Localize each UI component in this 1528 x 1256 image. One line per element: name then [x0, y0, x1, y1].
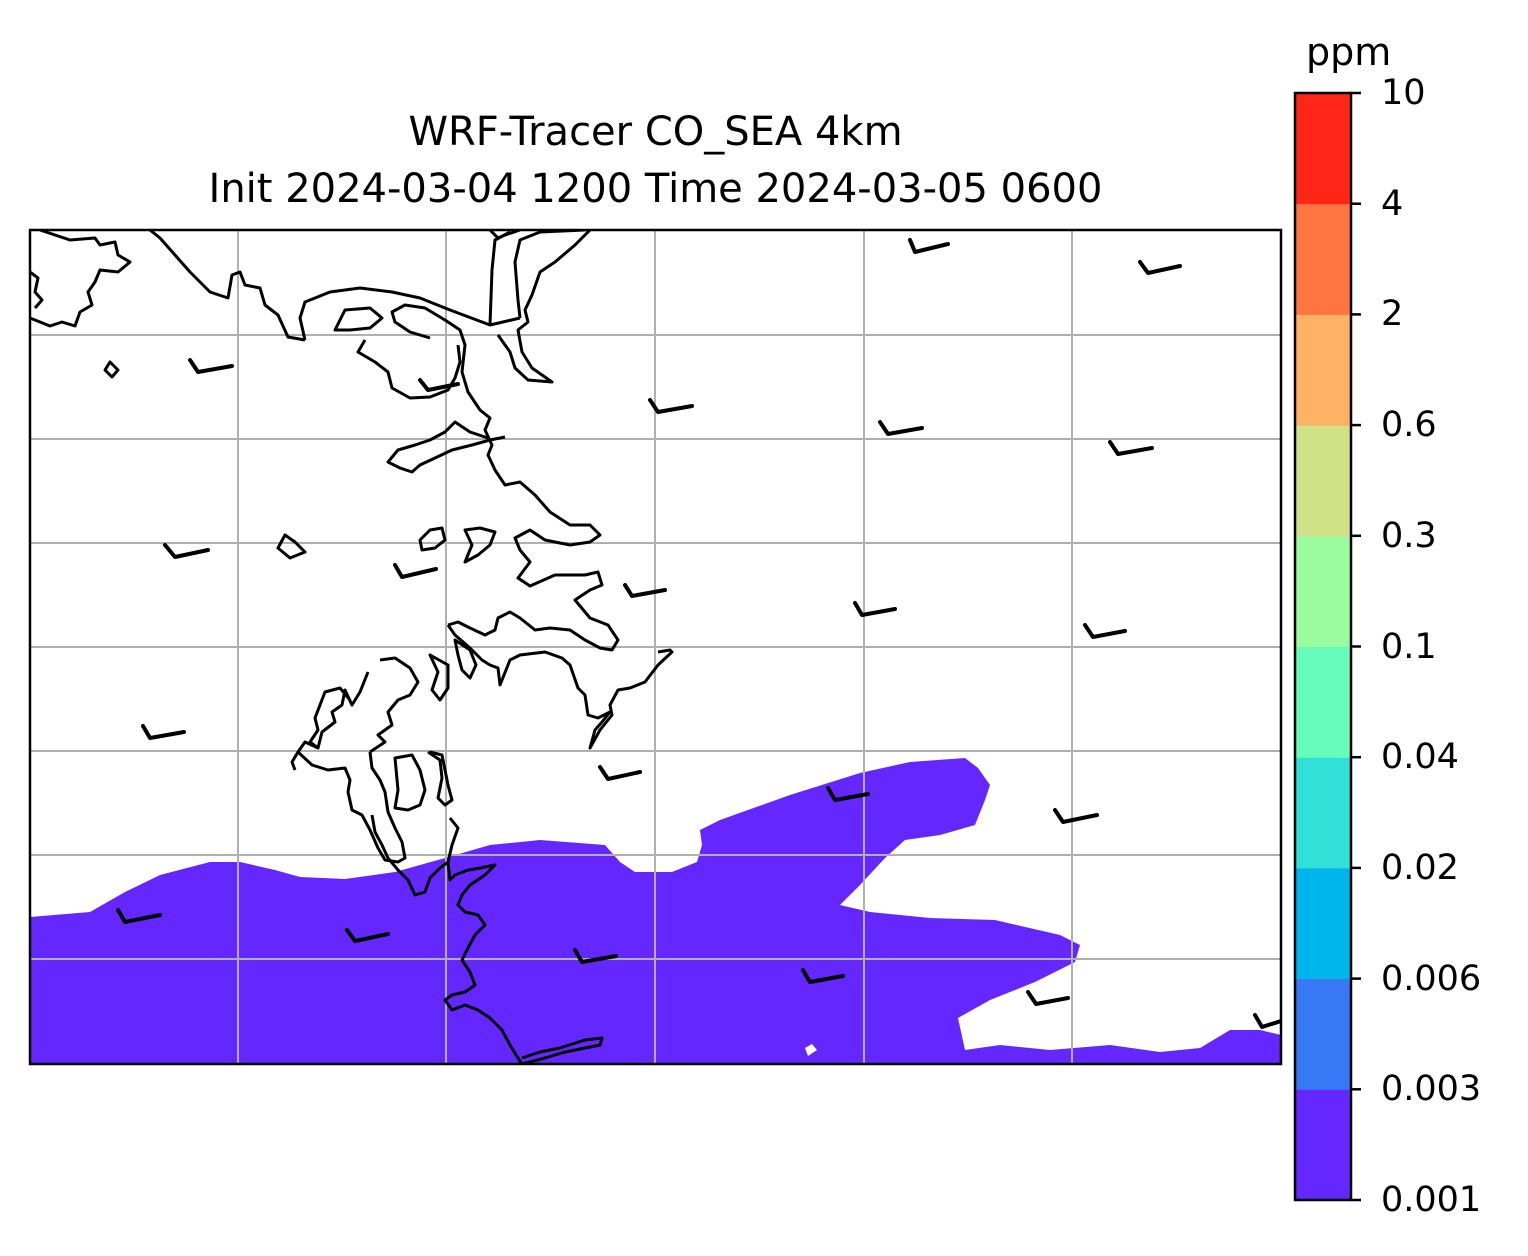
gridlines	[30, 230, 1281, 1064]
coastlines	[30, 230, 674, 1064]
colorbar-tick-label: 0.3	[1381, 515, 1437, 556]
colorbar-tick-label: 4	[1381, 183, 1404, 224]
colorbar-segment	[1295, 93, 1351, 205]
white-island	[805, 1044, 817, 1056]
colorbar-tick-label: 0.1	[1381, 626, 1437, 667]
colorbar-tick-label: 0.02	[1381, 847, 1459, 888]
colorbar-tick-label: 2	[1381, 294, 1404, 335]
colorbar-tick-label: 0.001	[1381, 1180, 1482, 1220]
colorbar-tick-label: 0.006	[1381, 958, 1482, 999]
colorbar-segment	[1295, 646, 1351, 758]
map-panel	[30, 230, 1281, 1064]
map-title-line2: Init 2024-03-04 1200 Time 2024-03-05 060…	[208, 166, 1103, 212]
map-frame	[28, 228, 1283, 1066]
colorbar-segment	[1295, 425, 1351, 537]
colorbar-segment	[1295, 314, 1351, 426]
colorbar-segment	[1295, 757, 1351, 869]
colorbar-segment	[1295, 978, 1351, 1090]
map-title-line1: WRF-Tracer CO_SEA 4km	[408, 109, 903, 155]
colorbar-tick-label: 0.04	[1381, 737, 1459, 778]
colorbar-segment	[1295, 203, 1351, 315]
colorbar-tick-label: 0.003	[1381, 1069, 1482, 1110]
colorbar-segment	[1295, 1089, 1351, 1201]
colorbar-segment	[1295, 535, 1351, 647]
colorbar-unit-label: ppm	[1306, 30, 1392, 74]
colorbar-segment	[1295, 867, 1351, 980]
wind-barbs	[116, 238, 1281, 1029]
colorbar	[1293, 91, 1361, 1202]
colorbar-tick-label: 0.6	[1381, 405, 1437, 446]
colorbar-tick-label: 10	[1381, 73, 1426, 113]
